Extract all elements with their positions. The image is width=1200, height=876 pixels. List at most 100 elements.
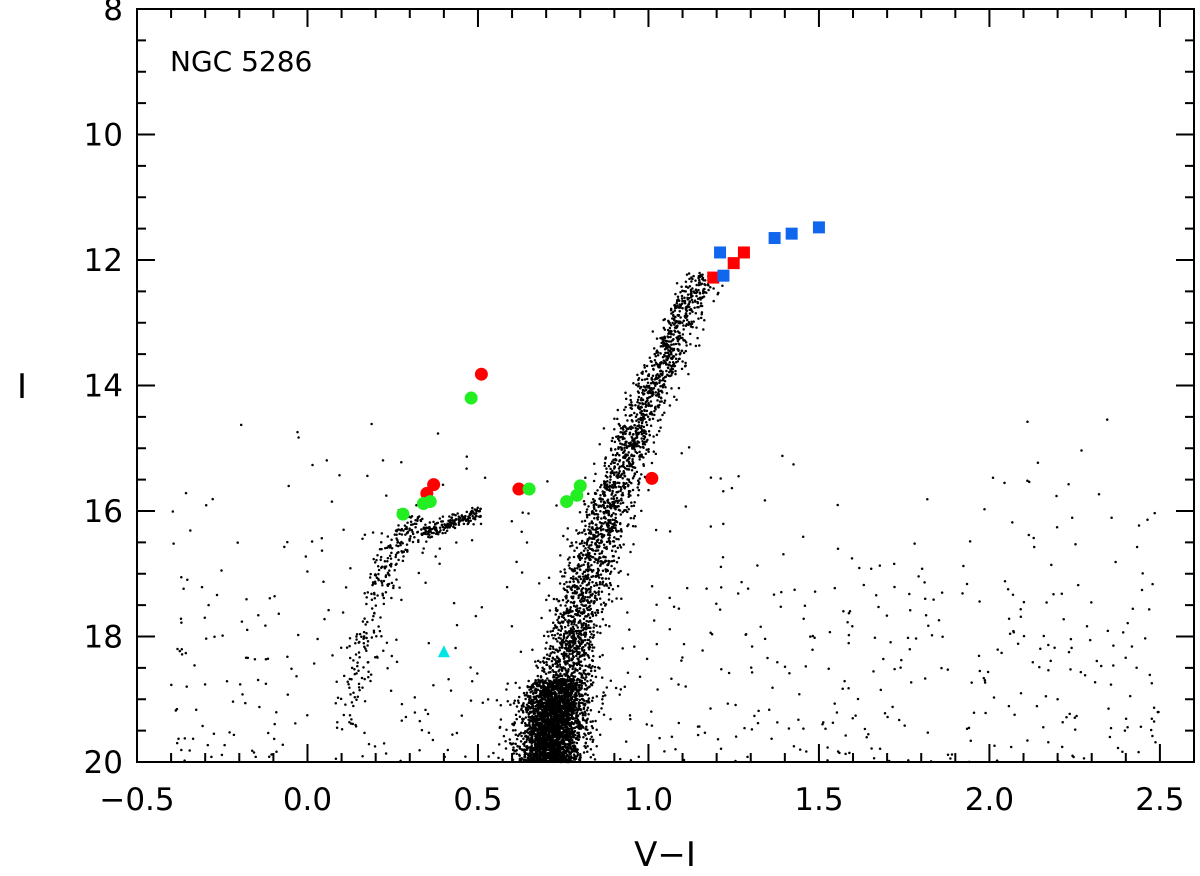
field-star [592, 654, 595, 658]
field-star [581, 714, 585, 717]
field-star [615, 537, 618, 541]
field-star [653, 413, 656, 417]
field-star [567, 679, 571, 683]
field-star [659, 345, 663, 348]
field-star [621, 477, 624, 480]
field-star [583, 710, 587, 714]
field-star [588, 666, 591, 669]
field-star [690, 320, 693, 323]
field-star [544, 647, 547, 650]
field-star [545, 719, 549, 723]
field-star [640, 509, 643, 513]
field-star [603, 461, 607, 465]
field-star [568, 664, 571, 667]
field-star [666, 328, 670, 332]
field-star [650, 387, 653, 391]
field-star [637, 384, 640, 388]
field-star [621, 433, 625, 436]
field-star [664, 386, 667, 389]
field-star [589, 585, 593, 589]
field-star [678, 309, 681, 313]
field-star [524, 716, 528, 719]
field-star [580, 612, 584, 615]
field-star [524, 723, 528, 726]
field-star [567, 564, 571, 567]
field-star [577, 596, 580, 600]
field-star [558, 687, 562, 690]
field-star [549, 739, 553, 743]
field-star [632, 447, 635, 450]
field-star [539, 674, 543, 678]
field-star [590, 501, 593, 504]
field-star [622, 461, 625, 464]
field-star [583, 528, 586, 532]
field-star [686, 286, 690, 289]
field-star [619, 528, 623, 532]
field-star [562, 616, 566, 620]
field-star [565, 660, 569, 664]
field-star [671, 356, 675, 359]
field-star [630, 481, 633, 485]
field-star [678, 357, 681, 361]
field-star [573, 567, 577, 570]
field-star [578, 531, 581, 534]
field-star [587, 613, 590, 616]
field-star [573, 618, 576, 621]
field-star [526, 685, 530, 689]
field-star [590, 643, 594, 646]
field-star [669, 309, 673, 312]
field-star [634, 383, 638, 387]
field-star [525, 710, 529, 714]
field-star [580, 694, 584, 697]
field-star [603, 515, 606, 519]
field-star [566, 738, 569, 741]
field-star [679, 291, 682, 294]
field-star [627, 442, 631, 445]
field-star [697, 317, 700, 320]
field-star [537, 728, 541, 732]
field-star [584, 742, 588, 745]
field-star [659, 336, 662, 340]
field-star [596, 570, 600, 573]
field-star [570, 595, 573, 598]
field-star [587, 546, 590, 549]
field-star [666, 366, 670, 370]
field-star [559, 735, 563, 738]
field-star [560, 669, 564, 673]
field-star [657, 395, 661, 398]
field-star [588, 645, 591, 648]
field-star [692, 290, 696, 293]
field-star [680, 297, 684, 300]
field-star [640, 421, 644, 425]
field-star [614, 513, 618, 516]
field-star [569, 629, 573, 632]
field-star [648, 418, 651, 421]
field-star [640, 453, 643, 456]
field-star [589, 709, 593, 712]
field-star [683, 299, 687, 303]
field-star [631, 404, 634, 407]
field-star [563, 640, 566, 644]
field-star [583, 597, 586, 601]
field-star [670, 343, 673, 347]
field-star [659, 384, 662, 388]
field-star [691, 301, 694, 304]
field-star [685, 273, 689, 276]
field-star [587, 642, 591, 645]
field-star [575, 654, 578, 658]
field-star [584, 644, 587, 647]
field-star [655, 382, 659, 385]
field-star [566, 599, 570, 602]
field-star [580, 556, 583, 560]
field-star [633, 424, 637, 427]
field-star [642, 431, 645, 434]
field-star [670, 372, 674, 375]
field-star [549, 644, 552, 648]
field-star [560, 746, 563, 750]
field-star [610, 600, 614, 603]
field-star [623, 408, 626, 411]
field-star [705, 291, 708, 294]
field-star [577, 621, 580, 625]
field-star [597, 545, 601, 549]
field-star [672, 395, 676, 398]
